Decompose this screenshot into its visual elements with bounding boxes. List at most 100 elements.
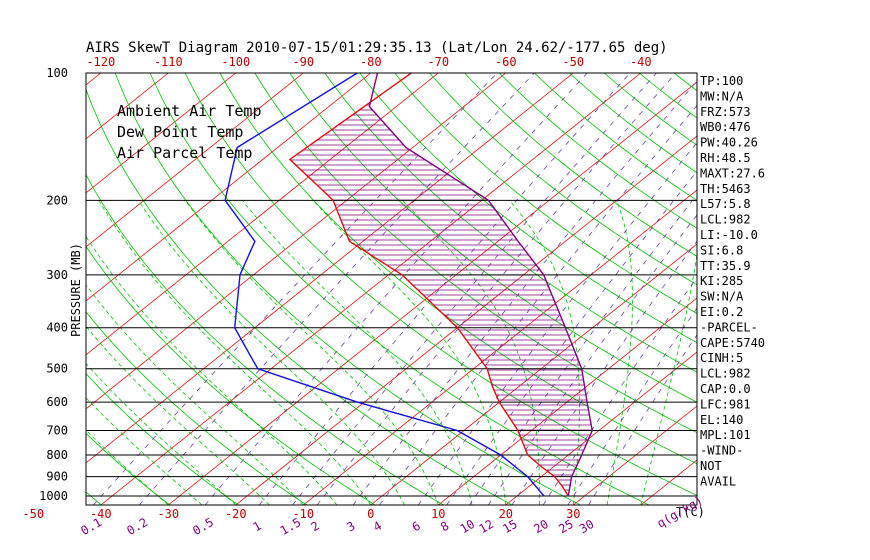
top-temp-tick-label: -80: [360, 55, 382, 69]
dry-adiabat-line: [86, 173, 444, 505]
mixing-ratio-line: [352, 80, 697, 505]
mixing-ratio-line: [379, 104, 697, 505]
moist-adiabat-line: [138, 200, 405, 505]
moist-adiabat-line: [98, 200, 372, 505]
isotherm-line: [0, 73, 33, 505]
pressure-tick-label: 300: [46, 268, 68, 282]
mixing-ratio-tick-label: 10: [458, 517, 478, 536]
isotherm-line: [86, 73, 574, 464]
bottom-temp-tick-label: -30: [157, 507, 179, 521]
index-entry: TH:5463: [700, 182, 751, 196]
dry-adiabat-line: [219, 73, 697, 465]
moist-adiabat-line: [86, 284, 304, 505]
mixing-ratio-line: [258, 73, 631, 505]
pressure-tick-label: 700: [46, 424, 68, 438]
mixing-ratio-tick-label: 4: [371, 519, 384, 535]
mixing-ratio-line: [487, 214, 697, 505]
moist-adiabat-lines: [86, 200, 697, 505]
isotherm-line: [86, 73, 372, 302]
legend-entry: Air Parcel Temp: [117, 144, 252, 162]
top-temp-tick-label: -60: [495, 55, 517, 69]
index-entry: MAXT:27.6: [700, 166, 765, 180]
moist-adiabat-line: [86, 362, 237, 505]
pressure-tick-label: 1000: [39, 489, 68, 503]
mixing-ratio-tick-label: 2: [308, 519, 321, 535]
bottom-temp-tick-label: -10: [292, 507, 314, 521]
isotherm-line: [86, 73, 304, 248]
pressure-tick-label: 400: [46, 321, 68, 335]
index-entry: EI:0.2: [700, 305, 743, 319]
top-temp-tick-label: -50: [562, 55, 584, 69]
dry-adiabat-lines: [86, 73, 870, 505]
mixing-ratio-tick-label: 25: [556, 517, 576, 536]
mixing-ratio-line: [292, 73, 657, 505]
legend-entry: Ambient Air Temp: [117, 102, 262, 120]
dry-adiabat-line: [464, 73, 697, 257]
dry-adiabat-line: [86, 245, 376, 505]
index-entry: CINH:5: [700, 351, 743, 365]
mixing-ratio-line: [469, 193, 697, 505]
index-entry: AVAIL: [700, 474, 736, 488]
index-entry: SI:6.8: [700, 243, 743, 257]
isotherm-line: [573, 405, 697, 505]
mixing-ratio-line: [139, 73, 535, 505]
index-entry: RH:48.5: [700, 151, 751, 165]
index-entry: MPL:101: [700, 428, 751, 442]
bottom-temp-tick-label: -50: [22, 507, 44, 521]
moist-adiabat-line: [86, 325, 270, 505]
dry-adiabat-line: [744, 73, 870, 505]
index-entry: KI:285: [700, 274, 743, 288]
index-entry: LI:-10.0: [700, 228, 758, 242]
bottom-temp-tick-labels: -50 -40 -30 -20 -10 0 10 20 30: [22, 507, 580, 521]
moist-adiabat-line: [86, 397, 203, 505]
index-entry: LCL:982: [700, 213, 751, 227]
dry-adiabat-line: [114, 73, 581, 505]
index-entry: TP:100: [700, 74, 743, 88]
index-entry: L57:5.8: [700, 197, 751, 211]
chart-title: AIRS SkewT Diagram 2010-07-15/01:29:35.1…: [86, 40, 668, 56]
mixing-ratio-line: [567, 307, 697, 505]
moist-adiabat-line: [509, 200, 580, 505]
top-temp-tick-label: -110: [154, 55, 183, 69]
index-entry: CAPE:5740: [700, 336, 765, 350]
mixing-ratio-tick-label: 6: [410, 519, 423, 535]
mixing-ratio-line: [204, 73, 588, 505]
dry-adiabat-line: [254, 73, 697, 434]
dry-adiabat-line: [779, 73, 870, 505]
index-entry: SW:N/A: [700, 290, 744, 304]
pressure-tick-label: 600: [46, 395, 68, 409]
isotherm-line: [370, 243, 697, 505]
series-line-temperature: [288, 73, 569, 497]
isotherm-line: [86, 73, 507, 410]
mixing-ratio-tick-label: 1: [250, 519, 263, 535]
isotherm-line: [235, 135, 697, 505]
mixing-ratio-tick-label: 15: [500, 517, 520, 536]
index-entry: TT:35.9: [700, 259, 751, 273]
mixing-ratio-line: [316, 73, 677, 505]
pressure-tick-label: 800: [46, 448, 68, 462]
mixing-ratio-tick-label: 20: [531, 517, 551, 536]
dry-adiabat-line: [814, 73, 870, 505]
bottom-temp-tick-label: -20: [225, 507, 247, 521]
pressure-tick-label: 900: [46, 470, 68, 484]
bottom-temp-tick-label: 30: [566, 507, 580, 521]
plot-frame: [85, 72, 698, 506]
dry-adiabat-line: [359, 73, 697, 344]
isotherm-line: [168, 81, 697, 505]
dry-adiabat-line: [184, 73, 697, 496]
index-entry: NOT: [700, 459, 722, 473]
moist-adiabat-line: [241, 200, 473, 505]
moist-adiabat-line: [640, 251, 697, 505]
top-temp-tick-label: -70: [427, 55, 449, 69]
legend: Ambient Air Temp Dew Point Temp Air Parcel…: [117, 102, 262, 162]
dry-adiabat-line: [289, 73, 697, 403]
dry-adiabat-line: [849, 73, 870, 505]
bottom-temp-tick-label: -40: [90, 507, 112, 521]
mixing-ratio-line: [417, 141, 697, 505]
index-entry: PW:40.26: [700, 136, 758, 150]
index-entry: LCL:982: [700, 367, 751, 381]
x-axis-label: T(C): [676, 505, 705, 519]
pressure-tick-label: 100: [46, 66, 68, 80]
top-temp-tick-label: -40: [630, 55, 652, 69]
